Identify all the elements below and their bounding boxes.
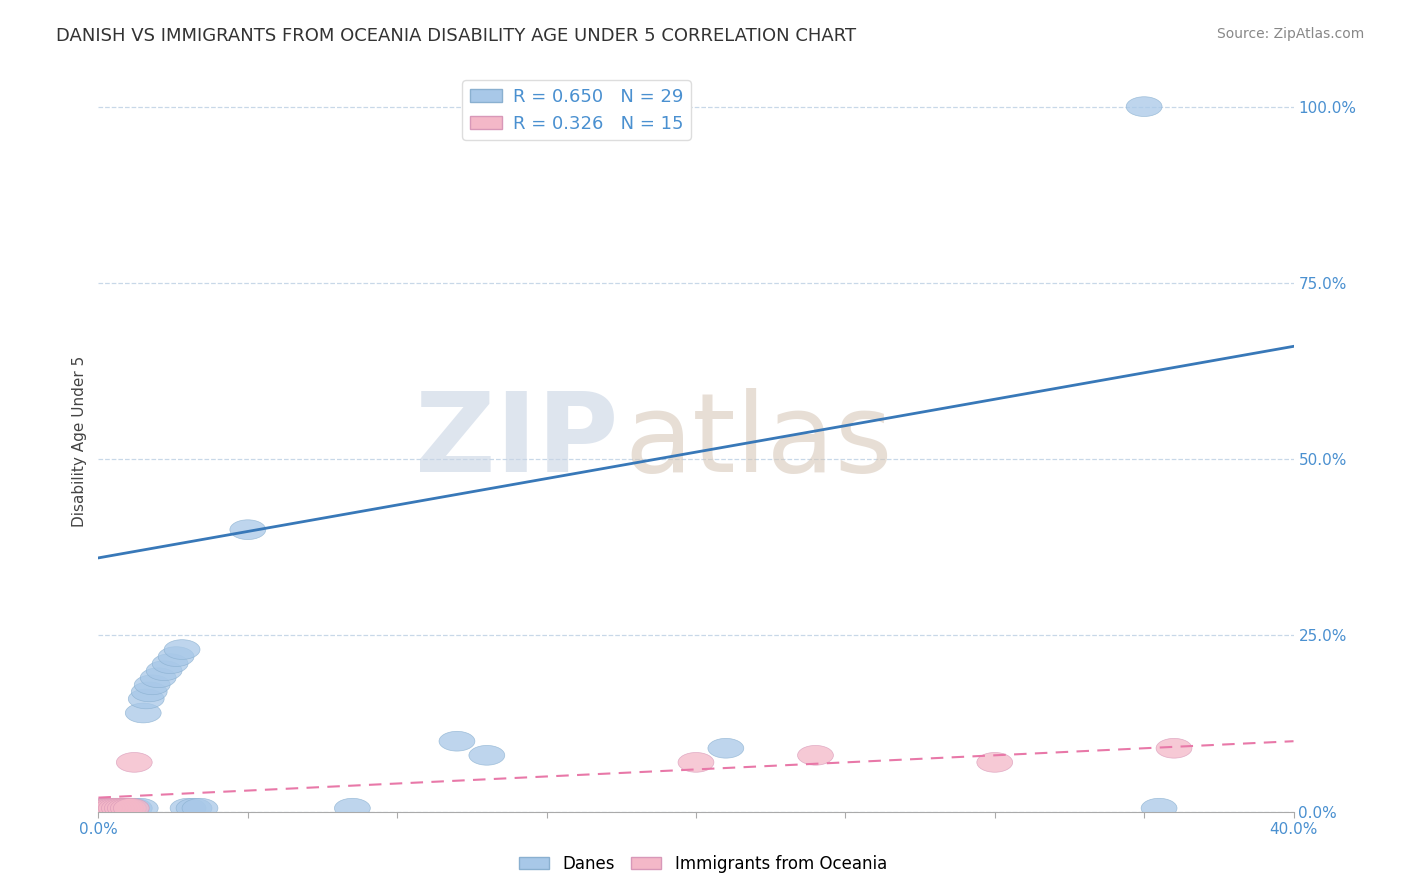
Ellipse shape [146, 661, 183, 681]
Ellipse shape [122, 798, 159, 818]
Ellipse shape [165, 640, 200, 659]
Ellipse shape [135, 675, 170, 695]
Ellipse shape [709, 739, 744, 758]
Ellipse shape [1156, 739, 1192, 758]
Ellipse shape [152, 654, 188, 673]
Ellipse shape [87, 798, 122, 818]
Ellipse shape [96, 798, 131, 818]
Ellipse shape [183, 798, 218, 818]
Ellipse shape [104, 798, 141, 818]
Ellipse shape [977, 753, 1012, 772]
Ellipse shape [93, 798, 128, 818]
Ellipse shape [678, 753, 714, 772]
Ellipse shape [101, 798, 138, 818]
Ellipse shape [104, 798, 141, 818]
Ellipse shape [141, 668, 176, 688]
Ellipse shape [90, 798, 125, 818]
Ellipse shape [1142, 798, 1177, 818]
Y-axis label: Disability Age Under 5: Disability Age Under 5 [72, 356, 87, 527]
Ellipse shape [470, 746, 505, 765]
Text: ZIP: ZIP [415, 388, 619, 495]
Ellipse shape [98, 798, 135, 818]
Ellipse shape [176, 798, 212, 818]
Ellipse shape [110, 798, 146, 818]
Ellipse shape [98, 798, 135, 818]
Ellipse shape [125, 703, 162, 723]
Ellipse shape [107, 798, 143, 818]
Ellipse shape [231, 520, 266, 540]
Ellipse shape [96, 798, 131, 818]
Ellipse shape [117, 798, 152, 818]
Ellipse shape [110, 798, 146, 818]
Ellipse shape [87, 798, 122, 818]
Ellipse shape [439, 731, 475, 751]
Ellipse shape [335, 798, 370, 818]
Ellipse shape [170, 798, 207, 818]
Text: Source: ZipAtlas.com: Source: ZipAtlas.com [1216, 27, 1364, 41]
Text: DANISH VS IMMIGRANTS FROM OCEANIA DISABILITY AGE UNDER 5 CORRELATION CHART: DANISH VS IMMIGRANTS FROM OCEANIA DISABI… [56, 27, 856, 45]
Legend: R = 0.650   N = 29, R = 0.326   N = 15: R = 0.650 N = 29, R = 0.326 N = 15 [463, 80, 690, 140]
Ellipse shape [117, 753, 152, 772]
Ellipse shape [93, 798, 128, 818]
Legend: Danes, Immigrants from Oceania: Danes, Immigrants from Oceania [512, 848, 894, 880]
Ellipse shape [90, 798, 125, 818]
Ellipse shape [797, 746, 834, 765]
Ellipse shape [128, 689, 165, 709]
Ellipse shape [159, 647, 194, 666]
Ellipse shape [101, 798, 138, 818]
Ellipse shape [1126, 96, 1163, 117]
Ellipse shape [114, 798, 149, 818]
Text: atlas: atlas [624, 388, 893, 495]
Ellipse shape [131, 682, 167, 702]
